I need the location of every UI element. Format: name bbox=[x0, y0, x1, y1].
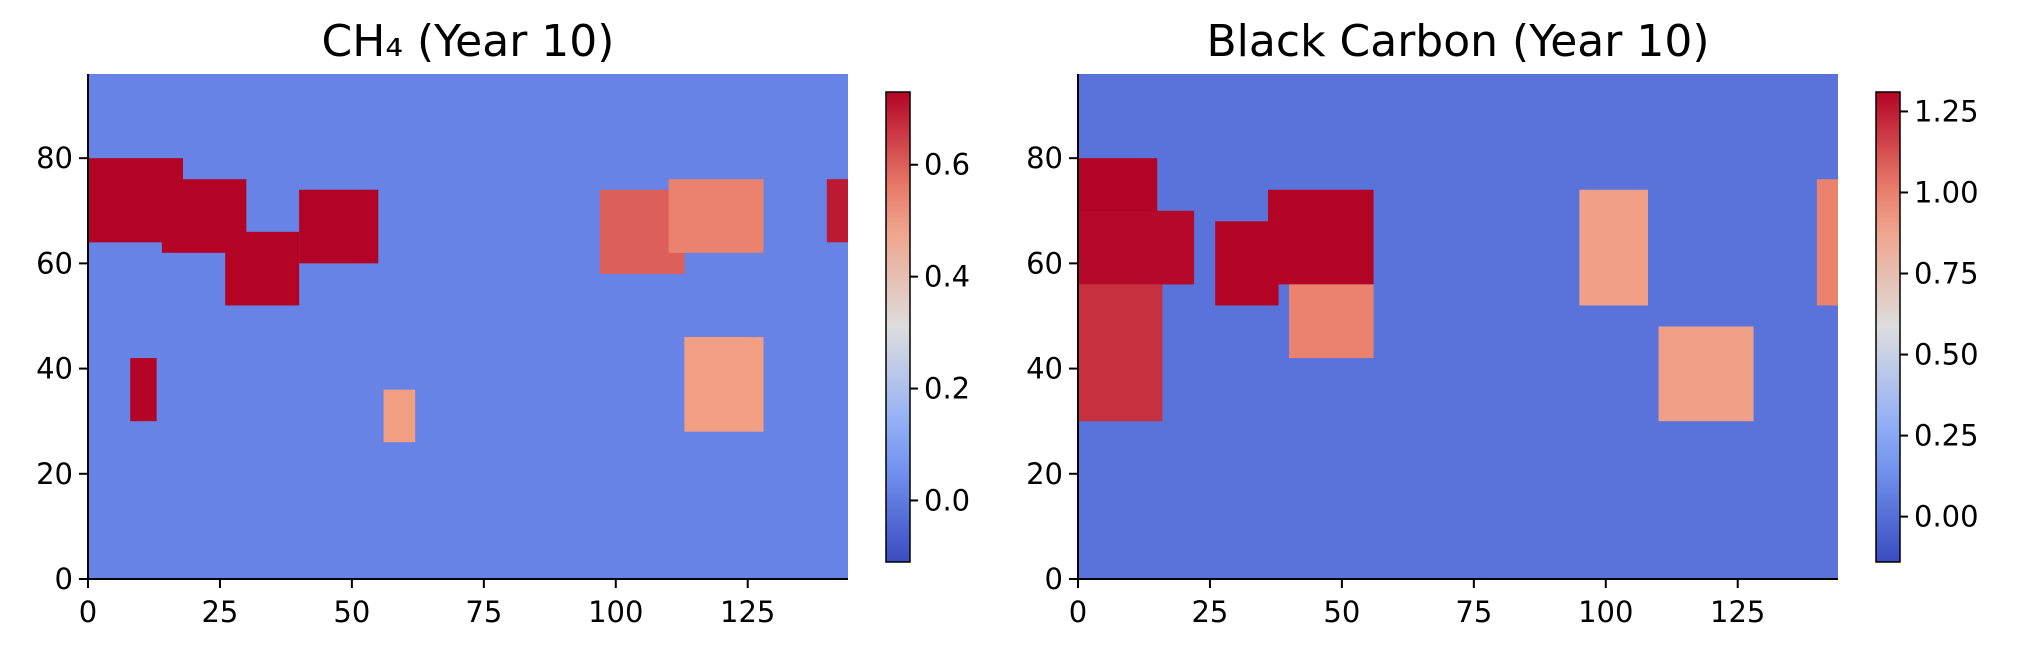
x-tick-label: 125 bbox=[1710, 595, 1765, 629]
x-tick-label: 100 bbox=[588, 595, 643, 629]
y-tick-label: 20 bbox=[36, 457, 73, 491]
heatmap-region bbox=[1816, 179, 1838, 306]
y-tick-label: 80 bbox=[1026, 141, 1063, 175]
heatmap-region bbox=[1078, 210, 1195, 285]
heatmap-region bbox=[225, 231, 300, 306]
heatmap-region bbox=[1289, 284, 1374, 359]
heatmap-region bbox=[1579, 189, 1648, 306]
x-tick-label: 25 bbox=[1191, 595, 1228, 629]
x-tick-label: 50 bbox=[1323, 595, 1360, 629]
heatmap-region bbox=[383, 389, 416, 443]
colorbar-tick-label: 0.4 bbox=[924, 260, 970, 294]
colorbar-tick-label: 1.25 bbox=[1914, 94, 1979, 128]
heatmap-region bbox=[826, 179, 848, 243]
colorbar-tick-label: 0.75 bbox=[1914, 257, 1979, 291]
y-tick-label: 0 bbox=[1045, 562, 1063, 596]
y-tick-label: 60 bbox=[1026, 246, 1063, 280]
colorbar bbox=[885, 91, 911, 563]
colorbar-tick-label: 0.2 bbox=[924, 372, 970, 406]
x-tick-label: 0 bbox=[79, 595, 97, 629]
heatmap-region bbox=[1268, 189, 1374, 285]
heatmap-region bbox=[684, 337, 764, 432]
y-tick-label: 20 bbox=[1026, 457, 1063, 491]
chart-title: CH₄ (Year 10) bbox=[322, 16, 615, 67]
heatmap-region bbox=[299, 189, 379, 264]
x-tick-label: 50 bbox=[333, 595, 370, 629]
heatmap-region bbox=[1078, 284, 1163, 422]
x-tick-label: 75 bbox=[465, 595, 502, 629]
x-tick-label: 25 bbox=[201, 595, 238, 629]
heatmap-region bbox=[130, 358, 157, 422]
y-tick-label: 80 bbox=[36, 141, 73, 175]
heatmap-region bbox=[1658, 326, 1754, 422]
black-carbon-heatmap-panel: Black Carbon (Year 10) 0 25 50 75 100 125 0 20 40… bbox=[1010, 0, 2021, 659]
chart-title: Black Carbon (Year 10) bbox=[1207, 16, 1710, 67]
x-tick-label: 75 bbox=[1455, 595, 1492, 629]
ch4-heatmap-panel: CH₄ (Year 10) 0 25 50 75 100 125 0 20 40 60 80 0.0 0.… bbox=[0, 0, 1010, 659]
heatmap-region bbox=[1215, 221, 1279, 306]
colorbar-tick-label: 0.00 bbox=[1914, 500, 1979, 534]
y-tick-label: 40 bbox=[36, 352, 73, 386]
colorbar-tick-label: 0.25 bbox=[1914, 419, 1979, 453]
x-tick-label: 125 bbox=[720, 595, 775, 629]
colorbar-tick-label: 0.0 bbox=[924, 483, 970, 517]
heatmap-region bbox=[668, 179, 764, 253]
x-tick-label: 0 bbox=[1069, 595, 1087, 629]
black-carbon-heatmap-chart: Black Carbon (Year 10) 0 25 50 75 100 125 0 20 40… bbox=[1026, 16, 1979, 629]
y-tick-label: 40 bbox=[1026, 352, 1063, 386]
colorbar-tick-label: 0.50 bbox=[1914, 338, 1979, 372]
colorbar bbox=[1875, 91, 1901, 563]
ch4-heatmap-chart: CH₄ (Year 10) 0 25 50 75 100 125 0 20 40 60 80 0.0 0.… bbox=[36, 16, 970, 629]
y-tick-label: 0 bbox=[55, 562, 73, 596]
heatmap-background bbox=[88, 74, 848, 579]
x-tick-label: 100 bbox=[1578, 595, 1633, 629]
colorbar-tick-label: 1.00 bbox=[1914, 175, 1979, 209]
colorbar-tick-label: 0.6 bbox=[924, 148, 970, 182]
y-tick-label: 60 bbox=[36, 246, 73, 280]
